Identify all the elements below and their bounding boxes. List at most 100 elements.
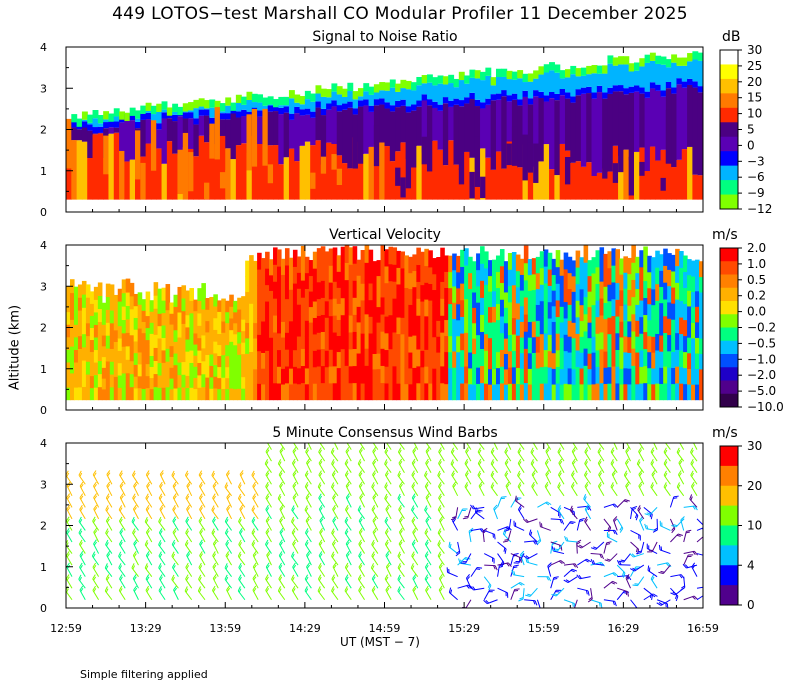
wind-barb-flag	[632, 584, 638, 587]
snr-cell	[533, 90, 540, 97]
wind-barb-flag	[199, 527, 203, 533]
snr-cell	[389, 79, 396, 88]
wind-barb	[186, 508, 193, 520]
wind-barb-flag	[319, 527, 323, 533]
wind-barb	[570, 486, 578, 497]
vv-cell	[189, 362, 194, 376]
vv-cell	[85, 297, 91, 311]
vv-cell	[659, 286, 664, 304]
wind-barb	[372, 520, 379, 531]
wind-barb-flag	[93, 518, 96, 523]
wind-barb	[504, 463, 512, 473]
wind-barb-flag	[558, 484, 561, 489]
vv-cell	[101, 378, 107, 390]
wind-barb-flag	[66, 493, 71, 498]
wind-barb-flag	[547, 576, 552, 582]
wind-barb	[186, 555, 193, 566]
vv-cell	[308, 384, 314, 401]
snr-cell	[416, 106, 423, 146]
wind-barb-flag	[305, 484, 309, 489]
vv-cell	[129, 386, 135, 401]
vv-cell	[117, 375, 123, 388]
wind-barb-flag	[107, 472, 111, 477]
wind-barb-flag	[358, 447, 363, 452]
snr-cell	[522, 134, 529, 181]
vv-cell	[185, 387, 191, 401]
wind-barb-flag	[384, 574, 389, 580]
wind-barb-flag	[638, 449, 643, 454]
snr-cell	[421, 152, 428, 200]
vv-cell	[380, 314, 386, 332]
wind-barb	[670, 533, 679, 543]
wind-barb	[105, 578, 113, 589]
vv-cell	[364, 245, 370, 263]
wind-barb-flag	[67, 483, 71, 488]
wind-barb-flag	[514, 495, 517, 501]
vv-cell	[503, 322, 509, 339]
snr-cell	[273, 111, 279, 146]
wind-barb	[447, 571, 458, 578]
vv-cell	[137, 387, 143, 401]
wind-barb	[318, 497, 326, 508]
snr-cell	[442, 76, 449, 85]
wind-barb	[467, 507, 472, 519]
vv-cell	[547, 318, 553, 335]
vv-cell	[97, 373, 103, 388]
vv-cell	[284, 315, 290, 333]
vv-cell	[340, 280, 346, 299]
wind-barb	[92, 578, 100, 589]
vv-cell	[296, 320, 302, 337]
wind-barb	[184, 544, 193, 554]
snr-cell	[241, 96, 248, 105]
wind-barb	[225, 474, 233, 485]
wind-barb-flag	[279, 576, 283, 581]
wind-barb	[211, 509, 219, 520]
wind-barb-flag	[172, 472, 176, 477]
colorbar-label: −5.0	[747, 384, 776, 398]
vv-cell	[233, 300, 238, 313]
wind-barb-flag	[385, 562, 390, 568]
vv-cell	[460, 366, 465, 384]
snr-cell	[193, 108, 200, 119]
snr-cell	[612, 57, 619, 66]
snr-cell	[469, 92, 476, 100]
wind-barb	[425, 589, 432, 601]
vv-cell	[432, 305, 437, 322]
vv-cell	[352, 263, 358, 281]
y-tick-label: 1	[40, 165, 47, 178]
wind-barb	[424, 578, 432, 589]
wind-barb	[384, 543, 392, 554]
vv-cell	[551, 258, 557, 276]
vv-cell	[217, 333, 222, 346]
wind-barb-flag	[482, 527, 488, 532]
snr-cell	[517, 70, 524, 79]
wind-barb	[478, 485, 485, 497]
vv-cell	[416, 365, 421, 384]
wind-barb	[424, 486, 432, 497]
wind-barb-flag	[514, 588, 520, 590]
vv-cell	[595, 349, 601, 367]
vv-cell	[209, 319, 214, 332]
wind-barb-flag	[638, 436, 640, 440]
snr-cell	[533, 96, 540, 167]
snr-cell	[140, 162, 147, 200]
wind-barb	[411, 497, 419, 508]
vv-cell	[595, 266, 601, 284]
wind-barb-flag	[172, 562, 176, 568]
vv-cell	[539, 317, 545, 335]
snr-cell	[150, 114, 157, 121]
wind-barb-flag	[425, 458, 429, 464]
wind-barb	[212, 555, 219, 566]
wind-barb	[507, 443, 512, 450]
wind-barb	[225, 543, 232, 554]
vv-cell	[133, 364, 139, 377]
wind-barb-flag	[79, 585, 84, 591]
wind-barb	[550, 506, 561, 514]
snr-cell	[87, 130, 94, 159]
wind-barb-flag	[186, 495, 190, 500]
snr-cell	[119, 150, 125, 200]
wind-barb-flag	[612, 472, 616, 477]
wind-barb	[424, 555, 432, 566]
vv-cell	[527, 321, 533, 338]
wind-barb-flag	[648, 567, 651, 572]
